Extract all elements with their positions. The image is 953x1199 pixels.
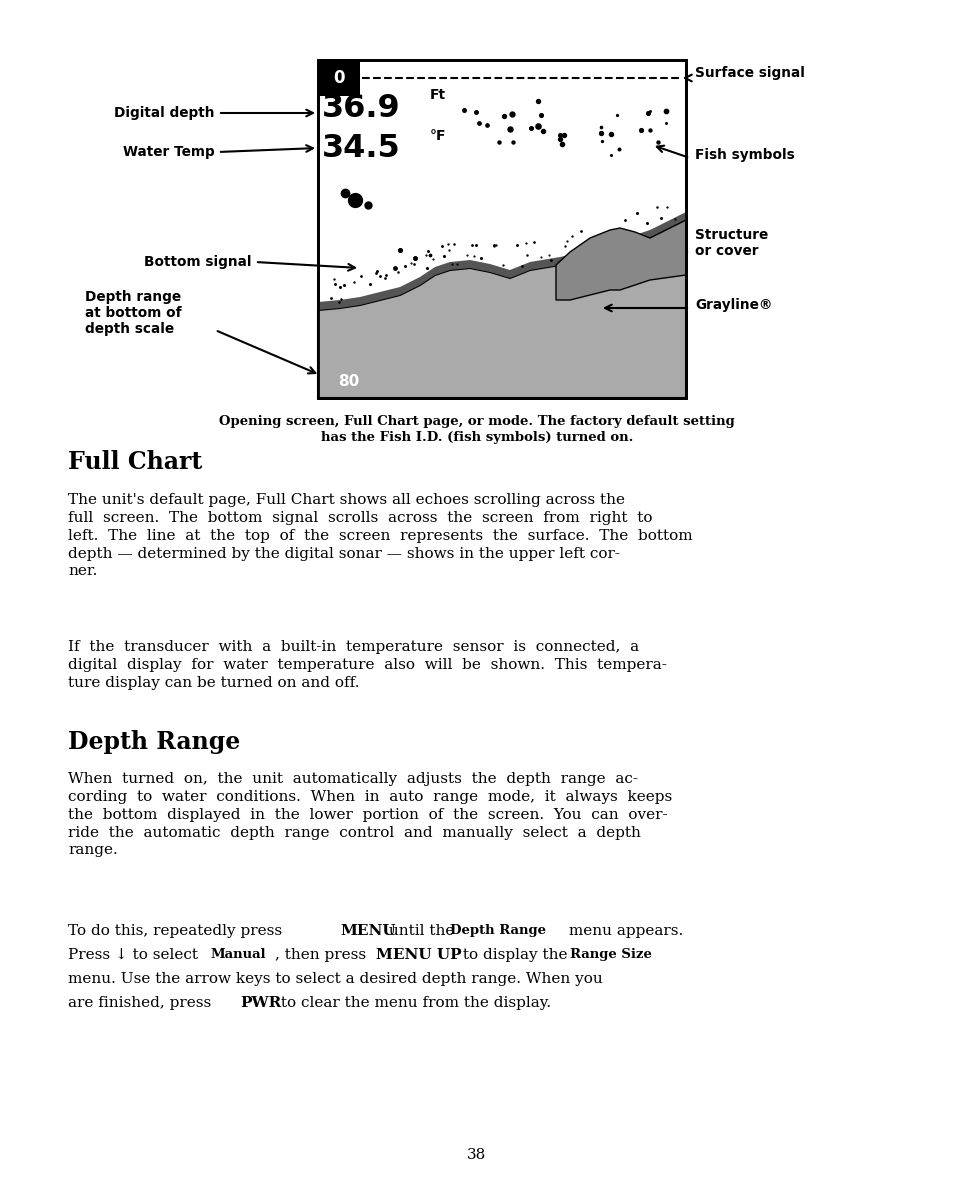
Text: Manual: Manual <box>210 948 265 962</box>
Text: Range Size: Range Size <box>569 948 651 962</box>
Bar <box>317 60 685 398</box>
Text: Opening screen, Full Chart page, or mode. The factory default setting
has the Fi: Opening screen, Full Chart page, or mode… <box>219 415 734 445</box>
Text: Depth Range: Depth Range <box>450 924 545 936</box>
Text: PWR: PWR <box>240 996 281 1010</box>
Text: °F: °F <box>430 129 446 143</box>
Text: Fish symbols: Fish symbols <box>695 147 794 162</box>
Text: , then press: , then press <box>274 948 371 962</box>
Text: MENU UP: MENU UP <box>375 948 461 962</box>
Text: Water Temp: Water Temp <box>123 145 214 159</box>
Text: MENU: MENU <box>339 924 395 938</box>
Text: Grayline®: Grayline® <box>695 299 772 312</box>
Text: Ft: Ft <box>430 88 446 102</box>
Text: Structure
or cover: Structure or cover <box>695 228 767 258</box>
Text: to display the: to display the <box>457 948 572 962</box>
Text: Depth range
at bottom of
depth scale: Depth range at bottom of depth scale <box>85 290 182 337</box>
Bar <box>317 60 359 96</box>
Text: When  turned  on,  the  unit  automatically  adjusts  the  depth  range  ac-
cor: When turned on, the unit automatically a… <box>68 772 672 857</box>
Text: 36.9: 36.9 <box>322 92 400 123</box>
Bar <box>317 60 685 398</box>
Text: 0: 0 <box>333 70 344 88</box>
Text: Bottom signal: Bottom signal <box>144 255 252 269</box>
Polygon shape <box>317 212 685 311</box>
Text: menu. Use the arrow keys to select a desired depth range. When you: menu. Use the arrow keys to select a des… <box>68 972 602 986</box>
Text: Surface signal: Surface signal <box>695 66 804 80</box>
Text: menu appears.: menu appears. <box>563 924 682 938</box>
Text: to clear the menu from the display.: to clear the menu from the display. <box>275 996 551 1010</box>
Text: until the: until the <box>384 924 458 938</box>
Text: 80: 80 <box>338 374 359 390</box>
Polygon shape <box>556 219 685 300</box>
Text: Digital depth: Digital depth <box>114 106 214 120</box>
Text: are finished, press: are finished, press <box>68 996 216 1010</box>
Text: If  the  transducer  with  a  built-in  temperature  sensor  is  connected,  a
d: If the transducer with a built-in temper… <box>68 640 666 689</box>
Bar <box>317 367 379 398</box>
Text: To do this, repeatedly press: To do this, repeatedly press <box>68 924 287 938</box>
Text: Depth Range: Depth Range <box>68 730 240 754</box>
Text: 34.5: 34.5 <box>322 133 400 163</box>
Text: 38: 38 <box>467 1147 486 1162</box>
Text: Full Chart: Full Chart <box>68 450 202 474</box>
Text: Press ↓ to select: Press ↓ to select <box>68 948 203 962</box>
Text: The unit's default page, Full Chart shows all echoes scrolling across the
full  : The unit's default page, Full Chart show… <box>68 493 692 578</box>
Polygon shape <box>317 219 685 398</box>
